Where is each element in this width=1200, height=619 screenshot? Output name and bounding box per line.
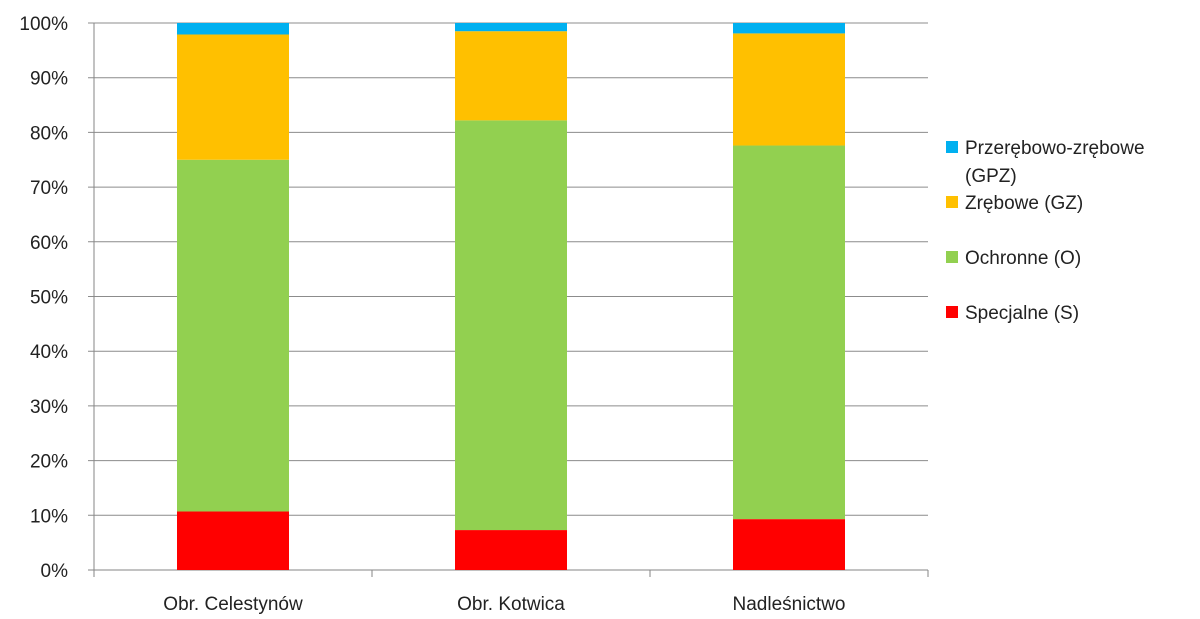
- bars: [177, 23, 845, 570]
- x-category-label: Obr. Kotwica: [457, 594, 565, 614]
- bar-segment: [733, 33, 845, 146]
- y-tick-label: 60%: [30, 233, 68, 254]
- bar-segment: [455, 31, 567, 121]
- legend-label: Przerębowo-zrębowe: [965, 138, 1145, 159]
- x-category-label: Nadleśnictwo: [733, 594, 846, 614]
- legend-swatch: [946, 306, 958, 318]
- legend-swatch: [946, 196, 958, 208]
- bar-segment: [177, 159, 289, 512]
- y-tick-label: 10%: [30, 506, 68, 527]
- bar-segment: [177, 23, 289, 35]
- bar-segment: [177, 511, 289, 570]
- y-tick-label: 70%: [30, 178, 68, 199]
- legend-label: Zrębowe (GZ): [965, 193, 1083, 214]
- x-category-label: Obr. Celestynów: [163, 594, 303, 614]
- legend-label: Specjalne (S): [965, 303, 1079, 324]
- bar-segment: [733, 145, 845, 520]
- legend-label: (GPZ): [965, 166, 1017, 187]
- y-tick-label: 40%: [30, 342, 68, 363]
- y-tick-label: 90%: [30, 69, 68, 90]
- y-tick-label: 80%: [30, 123, 68, 144]
- bar-segment: [733, 23, 845, 34]
- y-tick-label: 30%: [30, 397, 68, 418]
- bar-segment: [455, 23, 567, 32]
- y-tick-label: 50%: [30, 288, 68, 309]
- bar-segment: [733, 519, 845, 570]
- bar-segment: [455, 120, 567, 531]
- y-tick-label: 0%: [41, 561, 69, 582]
- axes: 0% 10% 20% 30% 40% 50% 60% 70% 80% 90% 100% Obr. Ce…: [19, 14, 929, 615]
- legend-swatch: [946, 141, 958, 153]
- y-tick-label: 20%: [30, 452, 68, 473]
- legend-label: Ochronne (O): [965, 248, 1081, 269]
- legend-swatch: [946, 251, 958, 263]
- legend: Przerębowo-zrębowe (GPZ) Zrębowe (GZ) Ochro…: [946, 138, 1145, 324]
- y-tick-label: 100%: [19, 14, 68, 35]
- bar-segment: [177, 34, 289, 160]
- bar-segment: [455, 530, 567, 570]
